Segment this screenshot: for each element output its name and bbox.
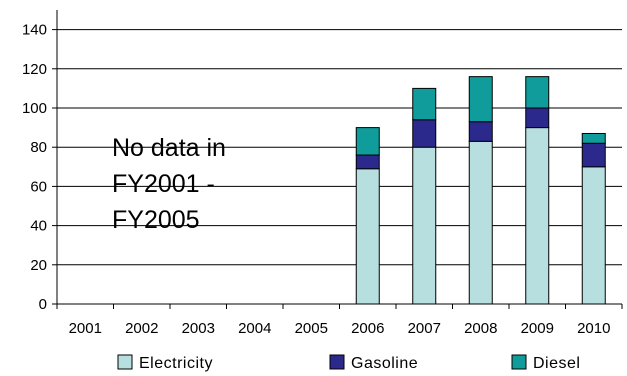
bar-electricity-2010 — [581, 166, 606, 305]
y-tick-label: 40 — [30, 218, 47, 235]
x-tick-label: 2004 — [238, 320, 271, 337]
bar-diesel-2010 — [581, 132, 606, 144]
bar-gasoline-2010 — [581, 142, 606, 168]
bar-diesel-2007 — [412, 87, 437, 121]
y-tick-label: 140 — [22, 22, 47, 39]
legend-label-gasoline: Gasoline — [351, 355, 418, 372]
bar-gasoline-2008 — [468, 121, 493, 142]
x-tick-label: 2008 — [464, 320, 497, 337]
bar-diesel-2009 — [525, 76, 550, 109]
annotation-line-2: FY2001 - — [112, 170, 215, 198]
annotation: No data in FY2001 - FY2005 — [112, 134, 226, 234]
y-tick-label: 20 — [30, 257, 47, 274]
legend-swatch-diesel — [511, 354, 527, 370]
axes: 0 20 40 60 80 100 120 140 2001 2002 2003 2004 2005 20… — [22, 10, 623, 337]
bar-diesel-2006 — [355, 127, 380, 156]
y-tick-label: 60 — [30, 178, 47, 195]
bar-diesel-2008 — [468, 76, 493, 123]
bars — [355, 76, 606, 305]
y-tick-label: 100 — [22, 100, 47, 117]
legend-label-electricity: Electricity — [139, 355, 213, 372]
bar-electricity-2008 — [468, 140, 493, 305]
bar-electricity-2007 — [412, 146, 437, 305]
annotation-line-3: FY2005 — [112, 206, 200, 234]
bar-electricity-2009 — [525, 127, 550, 305]
y-tick-label: 80 — [30, 139, 47, 156]
gridlines — [57, 29, 622, 266]
x-tick-label: 2006 — [351, 320, 384, 337]
legend-swatch-electricity — [117, 354, 133, 370]
bar-electricity-2006 — [355, 168, 380, 305]
bar-gasoline-2006 — [355, 154, 380, 170]
x-tick-label: 2009 — [521, 320, 554, 337]
x-tick-label: 2007 — [408, 320, 441, 337]
y-tick-label: 0 — [39, 296, 47, 313]
legend-swatch-gasoline — [329, 354, 345, 370]
bar-gasoline-2009 — [525, 107, 550, 129]
annotation-line-1: No data in — [112, 134, 226, 162]
legend-label-diesel: Diesel — [533, 355, 580, 372]
bar-gasoline-2007 — [412, 119, 437, 148]
y-tick-label: 120 — [22, 61, 47, 78]
x-tick-label: 2001 — [69, 320, 102, 337]
x-tick-label: 2010 — [577, 320, 610, 337]
x-tick-label: 2003 — [182, 320, 215, 337]
x-tick-label: 2002 — [125, 320, 158, 337]
legend: Electricity Gasoline Diesel — [117, 354, 580, 372]
x-tick-label: 2005 — [295, 320, 328, 337]
